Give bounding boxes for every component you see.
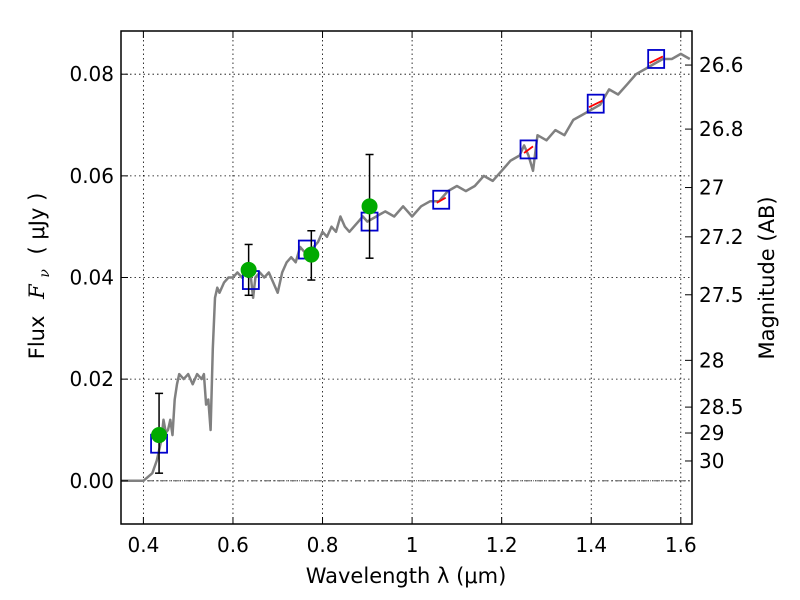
- y-axis-title-word: Flux: [25, 316, 49, 360]
- markers-layer: [150, 49, 666, 474]
- y-axis-title-subscript: ν: [37, 269, 53, 278]
- y2-tick-label: 27.5: [699, 283, 744, 307]
- y-tick-label: 0.04: [69, 266, 114, 290]
- observed-flux-point: [361, 198, 378, 215]
- photometry-square-marker: [647, 49, 666, 69]
- observed-flux-point: [240, 261, 257, 278]
- observed-flux-point: [303, 246, 320, 263]
- y-tick-label: 0.02: [69, 367, 114, 391]
- y2-tick-label: 30: [699, 449, 724, 473]
- y-axis-title: Flux F ν ( μJy ): [25, 193, 54, 360]
- model-band-segment: [588, 99, 603, 109]
- x-tick-label: 1.4: [575, 533, 607, 557]
- grid-lines: [121, 31, 692, 524]
- y2-axis-title: Magnitude (AB): [755, 196, 779, 359]
- y-axis-title-symbol: F: [25, 283, 49, 300]
- photometry-square-marker: [519, 139, 538, 160]
- x-tick-label: 1: [406, 533, 419, 557]
- x-tick-label: 0.4: [127, 533, 159, 557]
- y2-tick-label: 26.6: [699, 53, 744, 77]
- x-tick-label: 1.2: [486, 533, 518, 557]
- x-tick-label: 0.6: [217, 533, 249, 557]
- observed-flux-point: [151, 427, 168, 444]
- y2-tick-label: 28.5: [699, 395, 744, 419]
- model-band-segment: [649, 55, 664, 64]
- tick-marks: [121, 31, 692, 524]
- y-axis-title-unit: ( μJy ): [25, 193, 49, 255]
- x-tick-label: 1.6: [665, 533, 697, 557]
- y-tick-label: 0.08: [69, 62, 114, 86]
- model-spectrum-line: [121, 52, 691, 483]
- y2-tick-label: 26.8: [699, 117, 744, 141]
- photometry-square-marker: [586, 93, 605, 114]
- x-axis-title: Wavelength λ (μm): [306, 564, 507, 588]
- y2-tick-label: 27.2: [699, 225, 744, 249]
- photometry-square-marker: [432, 189, 451, 210]
- y2-tick-label: 27: [699, 176, 724, 200]
- y2-tick-label: 28: [699, 348, 724, 372]
- tick-labels: 0.4 0.6 0.8 1 1.2 1.4 1.6 0.00 0.02 0.04 0.06 0.08 2…: [69, 53, 743, 557]
- y2-tick-label: 29: [699, 421, 724, 445]
- y-tick-label: 0.00: [69, 469, 114, 493]
- model-band-segment: [523, 145, 534, 154]
- x-tick-label: 0.8: [307, 533, 339, 557]
- model-band-segment: [436, 196, 447, 204]
- y-tick-label: 0.06: [69, 164, 114, 188]
